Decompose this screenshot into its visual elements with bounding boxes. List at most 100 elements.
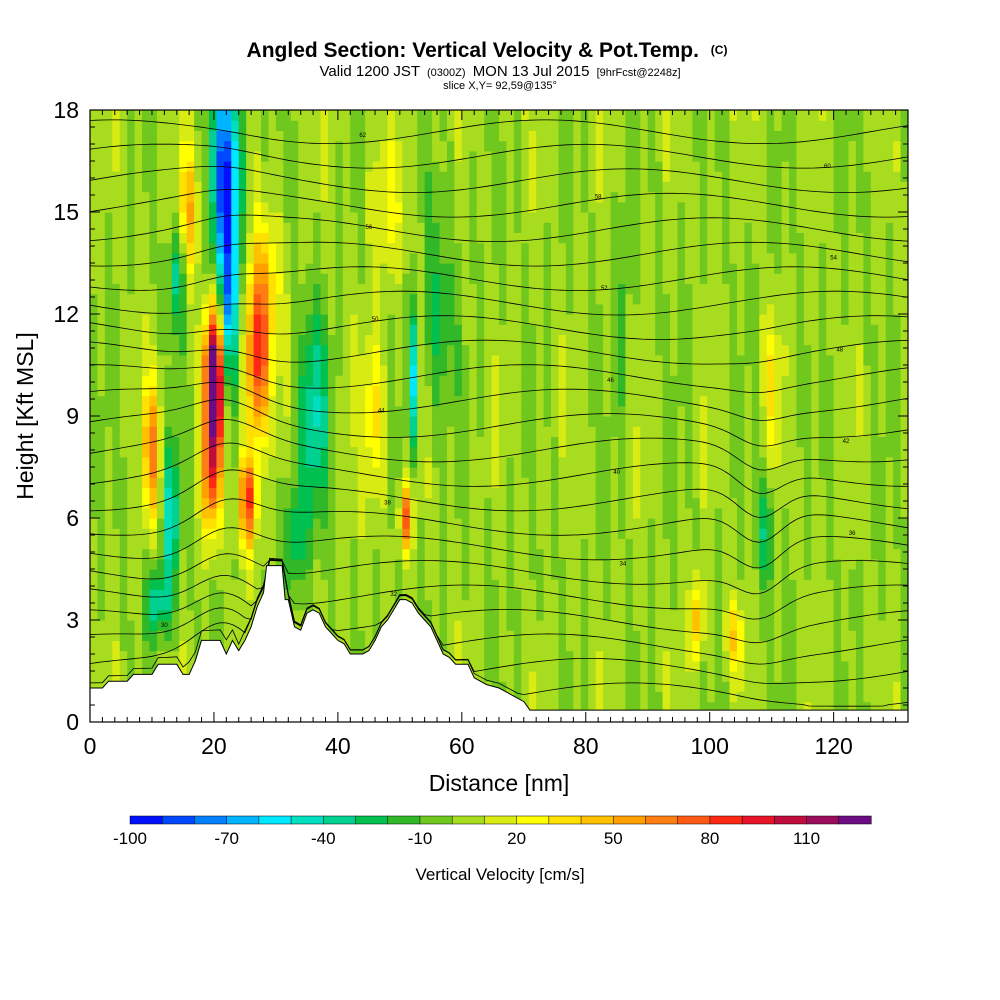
velocity-cell: [491, 558, 500, 570]
velocity-cell: [573, 456, 582, 468]
velocity-cell: [617, 426, 627, 437]
subtitle-valid: Valid 1200 JST: [319, 63, 419, 80]
velocity-cell: [394, 446, 403, 458]
velocity-cell: [707, 314, 716, 325]
velocity-cell: [692, 630, 701, 641]
velocity-cell: [134, 630, 143, 641]
velocity-cell: [744, 691, 753, 703]
velocity-cell: [759, 446, 768, 458]
velocity-cell: [744, 436, 753, 448]
velocity-cell: [766, 630, 775, 641]
velocity-cell: [268, 365, 277, 376]
velocity-cell: [766, 691, 775, 703]
velocity-cell: [818, 426, 827, 437]
velocity-cell: [439, 314, 448, 325]
velocity-cell: [744, 487, 753, 499]
velocity-cell: [97, 620, 106, 631]
velocity-cell: [580, 589, 589, 601]
velocity-cell: [417, 467, 426, 478]
velocity-cell: [893, 344, 902, 356]
velocity-cell: [573, 365, 582, 376]
velocity-cell: [900, 569, 908, 580]
velocity-cell: [558, 354, 567, 366]
velocity-cell: [261, 263, 270, 274]
velocity-cell: [744, 579, 753, 590]
velocity-cell: [536, 324, 545, 335]
velocity-cell: [536, 671, 545, 682]
velocity-cell: [112, 446, 121, 458]
velocity-cell: [216, 283, 225, 295]
velocity-cell: [261, 334, 270, 346]
velocity-cell: [335, 385, 344, 397]
velocity-cell: [848, 324, 857, 335]
velocity-cell: [313, 487, 322, 499]
velocity-cell: [900, 671, 908, 682]
velocity-cell: [551, 620, 560, 631]
velocity-cell: [476, 538, 485, 550]
velocity-cell: [104, 579, 113, 590]
velocity-cell: [350, 365, 359, 376]
velocity-cell: [528, 558, 537, 570]
velocity-cell: [491, 538, 500, 550]
velocity-cell: [610, 579, 619, 590]
velocity-cell: [818, 650, 827, 662]
velocity-cell: [506, 263, 515, 274]
velocity-cell: [736, 630, 745, 641]
velocity-cell: [238, 569, 247, 580]
velocity-cell: [268, 487, 277, 499]
velocity-cell: [283, 436, 292, 448]
velocity-cell: [818, 528, 827, 539]
velocity-cell: [588, 354, 597, 366]
velocity-cell: [469, 548, 478, 560]
velocity-cell: [201, 416, 210, 427]
velocity-cell: [759, 395, 768, 407]
velocity-cell: [632, 344, 641, 356]
velocity-cell: [893, 691, 902, 703]
velocity-cell: [342, 579, 351, 590]
velocity-cell: [528, 467, 537, 478]
velocity-cell: [499, 630, 508, 641]
velocity-cell: [164, 446, 173, 458]
velocity-cell: [506, 303, 515, 315]
velocity-cell: [216, 365, 225, 376]
chart-title: Angled Section: Vertical Velocity & Pot.…: [247, 39, 728, 62]
velocity-cell: [573, 375, 582, 386]
velocity-cell: [781, 385, 790, 397]
velocity-cell: [327, 303, 336, 315]
velocity-cell: [841, 436, 850, 448]
velocity-cell: [640, 558, 649, 570]
velocity-cell: [528, 548, 537, 560]
velocity-cell: [164, 456, 173, 468]
velocity-cell: [655, 416, 664, 427]
velocity-cell: [119, 528, 128, 539]
velocity-cell: [484, 324, 493, 335]
velocity-cell: [707, 548, 716, 560]
velocity-cell: [625, 477, 634, 488]
velocity-cell: [885, 609, 894, 621]
velocity-cell: [380, 283, 389, 295]
velocity-cell: [127, 467, 136, 478]
velocity-cell: [320, 334, 329, 346]
velocity-cell: [677, 314, 686, 325]
velocity-cell: [811, 487, 820, 499]
velocity-cell: [409, 497, 418, 509]
velocity-cell: [573, 324, 582, 335]
velocity-cell: [491, 477, 500, 488]
velocity-cell: [640, 507, 649, 519]
velocity-cell: [818, 599, 827, 611]
velocity-cell: [833, 620, 842, 631]
velocity-cell: [863, 426, 872, 437]
velocity-cell: [171, 467, 180, 478]
velocity-cell: [714, 620, 723, 631]
velocity-cell: [357, 303, 366, 315]
velocity-cell: [342, 630, 351, 641]
velocity-cell: [528, 314, 537, 325]
velocity-cell: [119, 405, 128, 417]
velocity-cell: [647, 416, 656, 427]
velocity-cell: [870, 528, 879, 539]
velocity-cell: [313, 426, 322, 437]
velocity-cell: [610, 334, 619, 346]
velocity-cell: [647, 671, 656, 682]
velocity-cell: [543, 650, 552, 662]
velocity-cell: [350, 640, 359, 652]
